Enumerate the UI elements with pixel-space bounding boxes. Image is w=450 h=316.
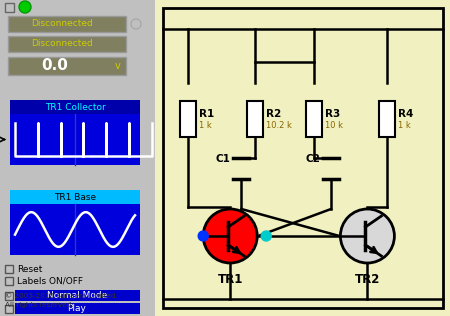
Text: TR1: TR1 [217, 273, 243, 286]
Text: TR1 Collector: TR1 Collector [45, 102, 105, 112]
Text: C2: C2 [305, 154, 320, 163]
Bar [155, 0, 450, 316]
Text: © 2003-2015 Sphaera Limited.: © 2003-2015 Sphaera Limited. [5, 293, 118, 299]
Bar [10, 100, 140, 114]
Text: Labels ON/OFF: Labels ON/OFF [17, 276, 83, 285]
Bar [5, 265, 13, 273]
Text: C1: C1 [216, 154, 230, 163]
Bar [0, 0, 155, 316]
Bar [306, 101, 322, 137]
Bar [8, 57, 126, 75]
Text: Disconnected: Disconnected [31, 40, 93, 48]
Circle shape [261, 231, 271, 241]
Bar [379, 101, 395, 137]
Circle shape [340, 209, 394, 263]
Text: 1 k: 1 k [199, 120, 212, 130]
Text: R2: R2 [266, 109, 282, 119]
Text: 0.0: 0.0 [41, 58, 68, 74]
Text: R3: R3 [325, 109, 341, 119]
Text: TR2: TR2 [355, 273, 380, 286]
Circle shape [203, 209, 257, 263]
Bar [10, 114, 140, 165]
Bar [8, 36, 126, 52]
Bar [8, 16, 126, 32]
Bar [180, 101, 196, 137]
Bar [15, 303, 140, 314]
Text: 10 k: 10 k [325, 120, 343, 130]
Bar [15, 290, 140, 301]
Bar [10, 204, 140, 255]
Text: Play: Play [68, 304, 86, 313]
Bar [163, 8, 443, 308]
Bar [10, 190, 140, 204]
Text: TR1 Base: TR1 Base [54, 192, 96, 202]
Text: 10.2 k: 10.2 k [266, 120, 292, 130]
Text: R4: R4 [398, 109, 414, 119]
Text: All rights reserved.: All rights reserved. [5, 302, 73, 308]
Text: Normal Mode: Normal Mode [47, 291, 107, 300]
Text: 1 k: 1 k [398, 120, 411, 130]
Text: Disconnected: Disconnected [31, 20, 93, 28]
Bar [248, 101, 263, 137]
Bar [5, 305, 13, 313]
Text: R1: R1 [199, 109, 215, 119]
Text: v: v [114, 61, 120, 71]
Bar [5, 3, 14, 12]
Bar [5, 277, 13, 285]
Text: Reset: Reset [17, 264, 42, 274]
Circle shape [198, 231, 208, 241]
Bar [5, 292, 13, 300]
Circle shape [19, 1, 31, 13]
